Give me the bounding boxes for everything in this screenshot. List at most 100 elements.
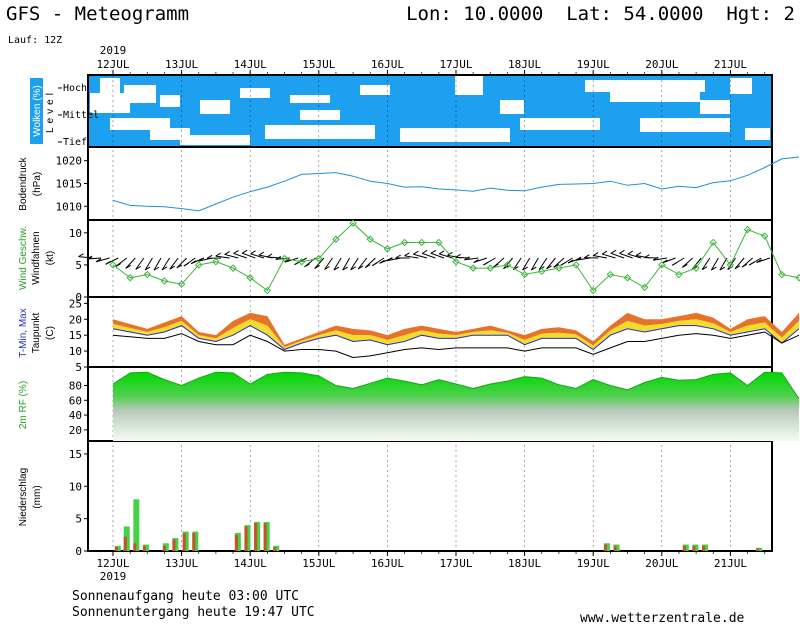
wind-marker bbox=[349, 219, 357, 227]
wind-barb bbox=[413, 253, 427, 259]
vertical-grid bbox=[112, 70, 766, 556]
wind-marker bbox=[195, 261, 203, 269]
cloud-ylabel: Wolken (%) bbox=[32, 85, 43, 137]
wind-barb-feather bbox=[395, 254, 401, 259]
y-tick-label: 60 bbox=[69, 394, 82, 407]
wind-barb bbox=[430, 252, 445, 259]
wind-barb-feather bbox=[95, 258, 102, 263]
wind-speed-markers bbox=[109, 219, 800, 295]
wind-unit: (kt) bbox=[45, 251, 56, 265]
wind-barb bbox=[522, 257, 531, 271]
wind-barb-feather bbox=[455, 253, 461, 258]
cloud-gaps bbox=[90, 75, 770, 145]
day-label-top: 14JUL bbox=[234, 58, 267, 71]
y-tick-label: 1010 bbox=[56, 200, 83, 213]
cloud-gap bbox=[100, 78, 120, 100]
precip-rain-bar bbox=[244, 526, 248, 551]
wind-marker bbox=[160, 277, 169, 285]
day-label-bottom: 14JUL bbox=[234, 557, 267, 570]
wind-marker bbox=[623, 274, 632, 282]
wind-barb bbox=[169, 257, 179, 270]
cloud-gap bbox=[745, 128, 770, 140]
wind-barb bbox=[593, 255, 608, 259]
wind-marker bbox=[229, 264, 237, 272]
wind-marker bbox=[538, 267, 546, 276]
humidity-area bbox=[113, 372, 799, 441]
y-tick-label: 15 bbox=[69, 448, 82, 461]
cloud-gap bbox=[520, 118, 600, 130]
cloud-gap bbox=[160, 95, 180, 107]
y-tick-label: 0 bbox=[75, 291, 82, 304]
day-label-top: 12JUL bbox=[96, 58, 129, 71]
wind-marker bbox=[246, 274, 254, 282]
wind-barb-feather bbox=[357, 265, 364, 270]
wind-barb-feather bbox=[421, 249, 428, 254]
wind-barb bbox=[610, 252, 625, 259]
wind-barb-feather bbox=[190, 260, 197, 265]
cloud-gap bbox=[400, 128, 510, 142]
precip-rain-bar bbox=[182, 533, 186, 551]
coordinates: Lon: 10.0000 Lat: 54.0000 Hgt: 2 bbox=[406, 3, 795, 25]
wind-barb bbox=[719, 257, 728, 271]
wind-barb-feather bbox=[413, 250, 419, 255]
y-tick-label: 1015 bbox=[56, 178, 83, 191]
wind-barb bbox=[422, 252, 436, 259]
cloud-gap bbox=[110, 118, 170, 130]
pressure-unit: (hPa) bbox=[32, 172, 43, 196]
wind-barb-feather bbox=[701, 266, 708, 271]
wind-barb-feather bbox=[610, 249, 617, 254]
wind-barb-feather bbox=[522, 266, 528, 271]
wind-barb-feather bbox=[553, 263, 559, 268]
wind-barb bbox=[710, 257, 719, 271]
y-tick-label: 20 bbox=[69, 424, 82, 437]
cloud-gap bbox=[265, 125, 375, 139]
wind-marker bbox=[383, 245, 392, 253]
day-label-bottom: 18JUL bbox=[508, 557, 541, 570]
wind-barb-feather bbox=[258, 251, 265, 256]
wind-barb-feather bbox=[350, 266, 356, 271]
wind-marker bbox=[366, 235, 374, 243]
wind-barb-feather bbox=[241, 249, 248, 254]
wind-barb-feather bbox=[662, 259, 668, 264]
wind-barb bbox=[224, 253, 239, 259]
wind-barb-feather bbox=[734, 265, 741, 270]
wind-ylabel: Wind Geschw. bbox=[18, 226, 29, 290]
cloud-gap bbox=[124, 85, 156, 103]
humidity-line bbox=[112, 371, 800, 400]
wind-marker bbox=[109, 261, 117, 269]
wind-barb-feather bbox=[176, 264, 183, 269]
cloud-gap bbox=[700, 100, 730, 114]
wind-marker bbox=[452, 258, 460, 266]
wind-marker bbox=[315, 254, 323, 263]
precip-rain-bar bbox=[756, 548, 760, 551]
cloud-level-low: Tief bbox=[63, 137, 87, 148]
wind-marker bbox=[778, 270, 786, 279]
wind-barb bbox=[95, 257, 110, 263]
wind-barb bbox=[546, 257, 556, 270]
y-tick-label: 10 bbox=[69, 227, 82, 240]
precip-rain-bar bbox=[234, 534, 238, 551]
precip-rain-bar bbox=[162, 545, 166, 551]
year-bottom: 2019 bbox=[100, 570, 127, 583]
wind-barb-feather bbox=[324, 266, 330, 270]
wind-marker bbox=[795, 274, 800, 282]
wind-barb-feather bbox=[483, 261, 489, 266]
wind-barb-feather bbox=[567, 259, 574, 264]
wind-barb-feather bbox=[644, 254, 650, 259]
wind-barbs bbox=[78, 249, 771, 271]
wind-marker bbox=[658, 261, 666, 269]
wind-marker bbox=[280, 254, 289, 263]
wind-barb bbox=[250, 253, 265, 259]
chart-title: GFS - Meteogramm bbox=[6, 3, 189, 25]
y-tick-label: 80 bbox=[69, 380, 82, 393]
wind-marker bbox=[726, 261, 735, 269]
wind-barb-feather bbox=[372, 262, 378, 267]
day-label-bottom: 21JUL bbox=[714, 557, 747, 570]
temp-unit: (C) bbox=[45, 326, 56, 340]
cloud-level-label: Level bbox=[45, 89, 56, 133]
wind-barb bbox=[314, 257, 325, 269]
wind-marker bbox=[486, 264, 495, 272]
day-label-bottom: 17JUL bbox=[439, 557, 472, 570]
wind-barb-feather bbox=[473, 259, 479, 263]
y-tick-label: 25 bbox=[69, 297, 82, 310]
